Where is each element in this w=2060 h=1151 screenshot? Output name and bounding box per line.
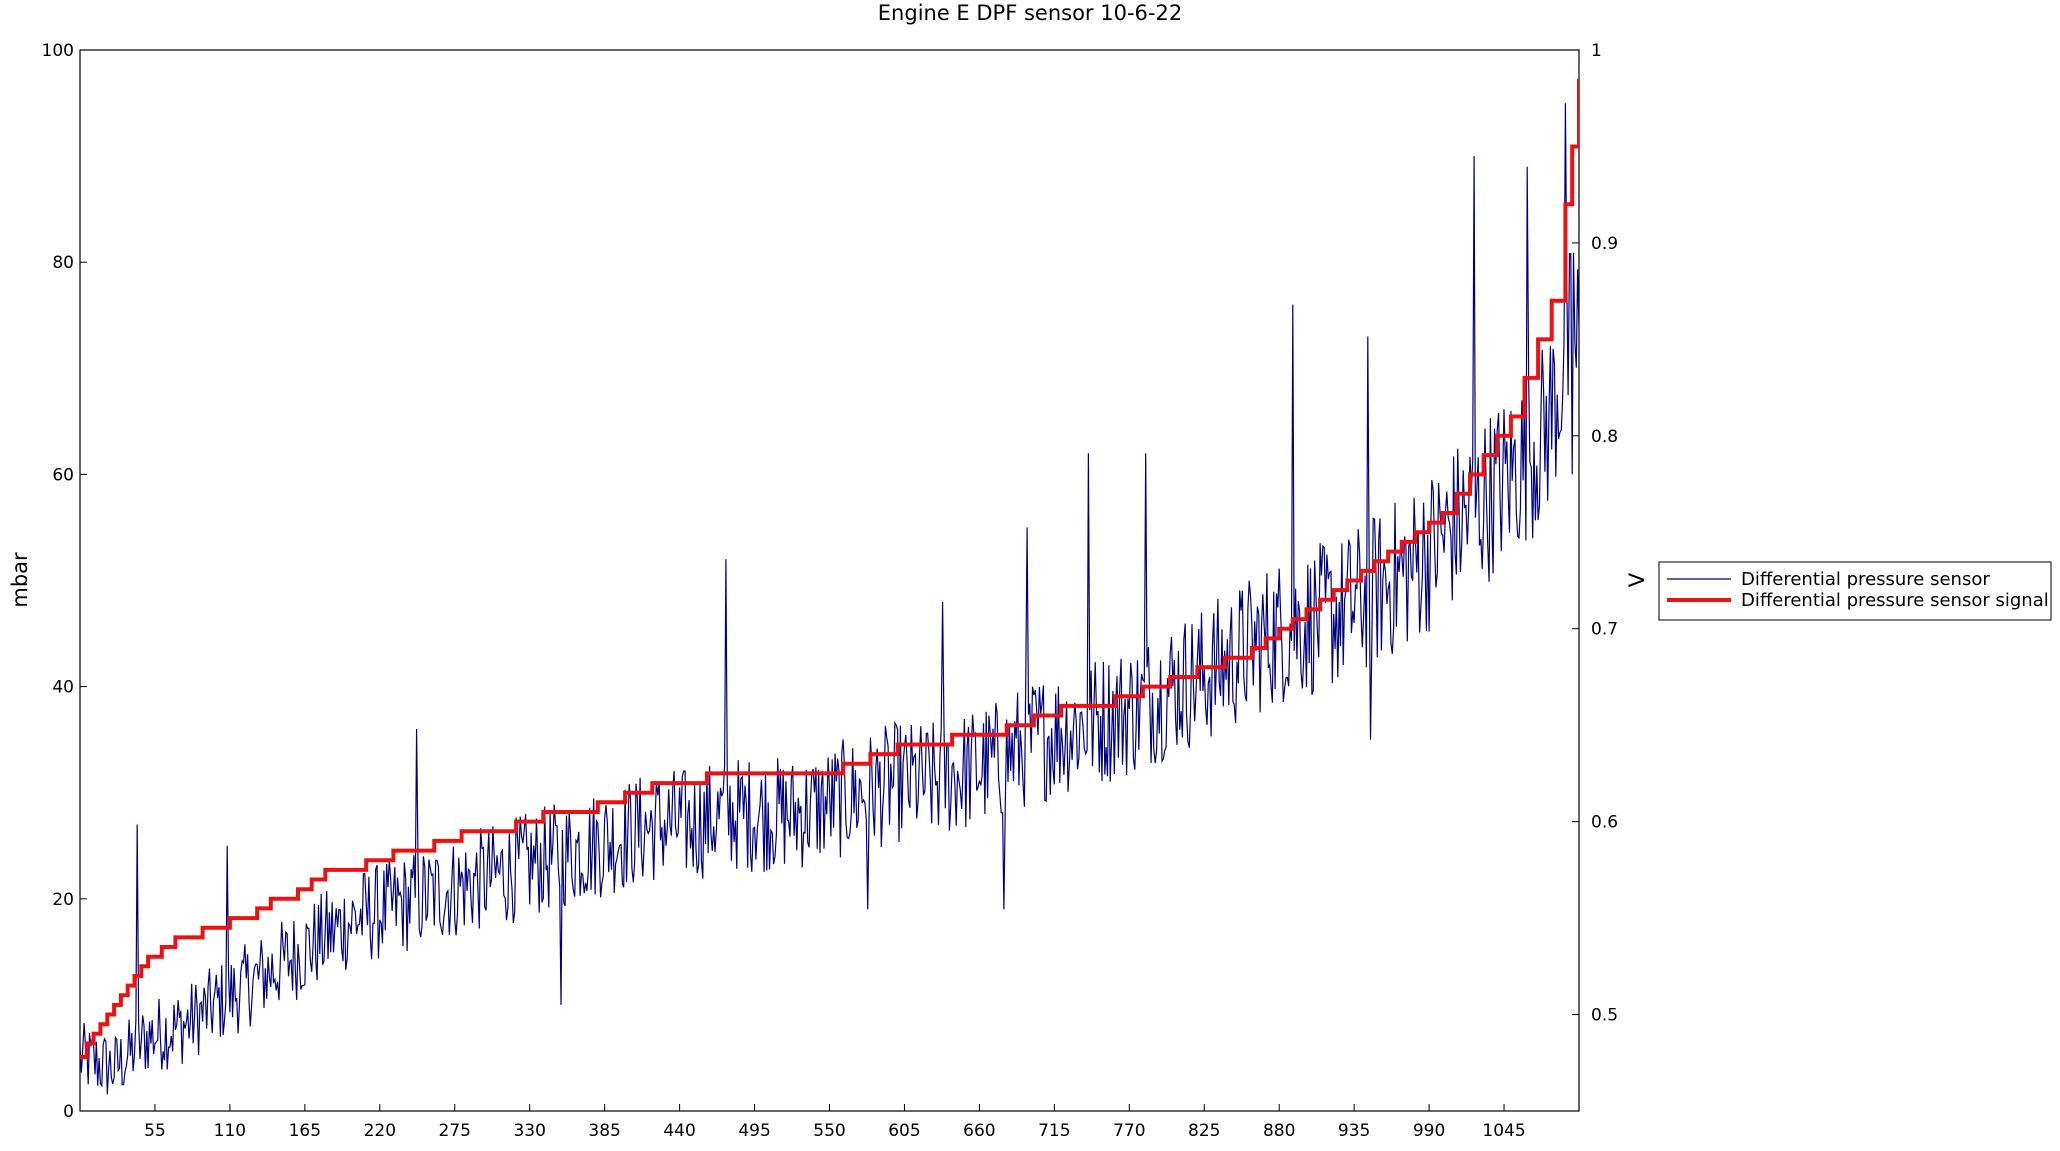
x-tick-label: 220 <box>364 1121 396 1141</box>
y-right-tick-label: 0.7 <box>1591 620 1618 640</box>
chart-title: Engine E DPF sensor 10-6-22 <box>878 1 1182 25</box>
y-left-tick-label: 60 <box>52 465 74 485</box>
y-right-tick-label: 0.5 <box>1591 1006 1618 1026</box>
x-tick-label: 660 <box>963 1121 995 1141</box>
x-tick-label: 605 <box>888 1121 920 1141</box>
x-tick-label: 550 <box>813 1121 845 1141</box>
x-tick-label: 825 <box>1188 1121 1220 1141</box>
x-tick-label: 330 <box>513 1121 545 1141</box>
x-tick-label: 55 <box>144 1121 166 1141</box>
x-tick-label: 495 <box>738 1121 770 1141</box>
y-left-tick-label: 40 <box>52 678 74 698</box>
y-axis-label-left: mbar <box>8 552 32 608</box>
x-tick-label: 275 <box>439 1121 471 1141</box>
series-line-differential-pressure-sensor <box>80 103 1579 1095</box>
y-axis-label-right: V <box>1625 572 1649 587</box>
x-tick-label: 385 <box>588 1121 620 1141</box>
x-tick-label: 770 <box>1113 1121 1145 1141</box>
y-right-tick-label: 1 <box>1591 41 1602 61</box>
x-tick-label: 440 <box>663 1121 695 1141</box>
y-left-tick-label: 20 <box>52 890 74 910</box>
y-right-tick-label: 0.9 <box>1591 234 1618 254</box>
series-line-differential-pressure-sensor-signal <box>80 78 1579 1059</box>
legend: Differential pressure sensor Differentia… <box>1658 561 2052 621</box>
y-left-tick-label: 100 <box>42 41 74 61</box>
x-tick-label: 880 <box>1263 1121 1295 1141</box>
y-left-tick-label: 80 <box>52 253 74 273</box>
legend-label-pressure: Differential pressure sensor <box>1741 569 1990 590</box>
legend-label-signal: Differential pressure sensor signal <box>1741 590 2049 611</box>
x-tick-label: 165 <box>289 1121 321 1141</box>
y-left-tick-label: 0 <box>63 1102 74 1122</box>
y-right-tick-label: 0.6 <box>1591 813 1618 833</box>
legend-box <box>1658 561 2052 621</box>
x-tick-label: 715 <box>1038 1121 1070 1141</box>
x-tick-label: 935 <box>1338 1121 1370 1141</box>
y-right-tick-label: 0.8 <box>1591 427 1618 447</box>
x-tick-label: 1045 <box>1482 1121 1525 1141</box>
x-tick-label: 990 <box>1413 1121 1445 1141</box>
x-tick-label: 110 <box>214 1121 246 1141</box>
